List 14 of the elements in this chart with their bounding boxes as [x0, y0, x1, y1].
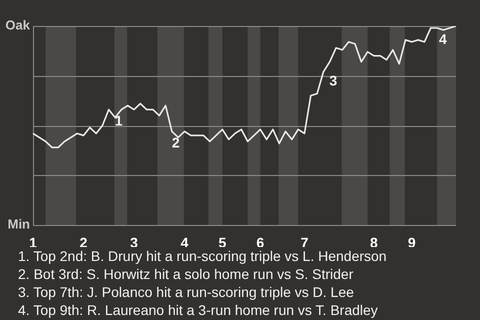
x-tick-label: 7	[300, 234, 309, 250]
x-tick-label: 1	[29, 234, 38, 250]
annotation: 2	[172, 134, 180, 150]
x-tick-label: 2	[80, 234, 88, 250]
text: 4. Top 9th: R. Laureano hit a 3-run home run vs T. Bradley	[18, 301, 379, 319]
text: 1. Top 2nd: B. Drury hit a run-scoring triple vs L. Henderson	[18, 248, 387, 264]
annotation: 3	[329, 72, 338, 89]
text: Oak	[5, 18, 31, 33]
text: Min	[8, 216, 30, 232]
x-tick-label: 4	[180, 234, 189, 250]
text: 2. Bot 3rd: S. Horwitz hit a solo home run vs S. Strider	[18, 265, 354, 283]
text: 3. Top 7th: J. Polanco hit a run-scoring triple vs D. Lee	[18, 283, 355, 301]
annotation: 1	[114, 112, 123, 128]
annotation: 4	[439, 30, 448, 47]
